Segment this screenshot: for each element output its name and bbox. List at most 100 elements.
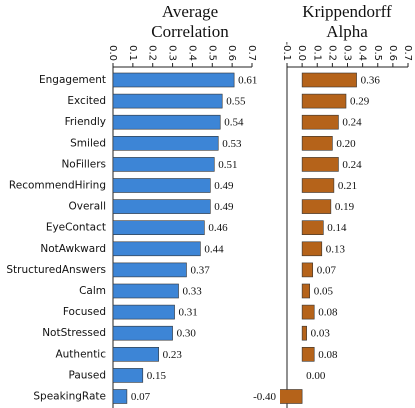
panel-title: Average Correlation xyxy=(151,2,229,41)
x-tick-label: 0.0 xyxy=(107,45,118,61)
bar xyxy=(112,199,211,214)
bar xyxy=(112,389,128,404)
value-label: 0.46 xyxy=(208,222,228,234)
bar xyxy=(301,72,357,88)
value-label: 0.49 xyxy=(214,201,234,213)
bar xyxy=(112,241,201,257)
value-label: 0.00 xyxy=(306,370,326,382)
value-label: 0.20 xyxy=(336,138,356,150)
value-label: 0.24 xyxy=(342,117,362,129)
value-label: 0.13 xyxy=(326,243,346,255)
bar xyxy=(112,72,235,88)
x-tick-label: 0.7 xyxy=(246,45,257,61)
x-tick-label: -0.1 xyxy=(281,41,292,61)
category-label: Excited xyxy=(67,95,106,107)
value-label: 0.15 xyxy=(147,370,167,382)
x-tick-label: 0.5 xyxy=(206,45,217,61)
category-label: EyeContact xyxy=(46,222,106,234)
value-label: 0.29 xyxy=(350,96,370,108)
category-label: NoFillers xyxy=(61,158,106,170)
category-label: RecommendHiring xyxy=(9,180,106,192)
x-tick-label: 0.2 xyxy=(326,45,337,61)
bar xyxy=(301,325,307,341)
bar xyxy=(280,389,303,404)
bars xyxy=(112,72,235,404)
bar xyxy=(112,93,223,109)
bar xyxy=(301,262,314,278)
category-label: StructuredAnswers xyxy=(6,264,106,276)
bar xyxy=(301,199,332,214)
category-label: SpeakingRate xyxy=(33,391,106,403)
panel-title: Krippendorff Alpha xyxy=(302,2,392,41)
bar xyxy=(301,136,333,151)
x-tick-label: 0.6 xyxy=(387,45,398,61)
bar xyxy=(112,157,215,172)
bar xyxy=(301,114,339,130)
x-tick-label: 0.0 xyxy=(296,45,307,61)
x-tick-label: 0.1 xyxy=(127,45,138,61)
category-label: NotStressed xyxy=(42,327,106,339)
bar xyxy=(301,346,315,362)
bar xyxy=(112,262,187,278)
bars xyxy=(280,72,357,404)
value-label: -0.40 xyxy=(253,391,276,403)
x-tick-label: 0.3 xyxy=(167,45,178,61)
x-tick-label: 0.4 xyxy=(357,45,368,61)
category-label: Focused xyxy=(63,306,106,318)
x-tick-label: 0.6 xyxy=(226,45,237,61)
bar xyxy=(112,136,219,151)
value-label: 0.14 xyxy=(327,222,347,234)
value-label: 0.37 xyxy=(190,264,210,276)
bar xyxy=(301,93,347,109)
x-tick-label: 0.2 xyxy=(147,45,158,61)
category-label: Authentic xyxy=(55,348,106,360)
bar xyxy=(301,304,315,320)
value-label: 0.54 xyxy=(224,117,244,129)
value-label: 0.07 xyxy=(317,264,337,276)
value-label: 0.51 xyxy=(218,159,237,171)
x-tick-label: 0.5 xyxy=(372,45,383,61)
category-label: NotAwkward xyxy=(40,243,106,255)
category-label: Paused xyxy=(68,369,106,381)
x-tick-label: 0.1 xyxy=(311,45,322,61)
category-label: Overall xyxy=(68,201,106,213)
x-tick-label: 0.4 xyxy=(186,45,197,61)
category-label: Smiled xyxy=(70,137,106,149)
bar xyxy=(112,368,144,383)
value-label: 0.61 xyxy=(238,75,257,87)
value-label: 0.36 xyxy=(361,75,381,87)
category-label: Friendly xyxy=(65,116,106,128)
x-tick-label: 0.7 xyxy=(402,45,413,61)
bar xyxy=(112,304,175,320)
value-label: 0.08 xyxy=(318,307,338,319)
value-label: 0.33 xyxy=(183,286,203,298)
bar xyxy=(112,325,173,341)
value-label: 0.44 xyxy=(204,243,224,255)
bar xyxy=(301,220,324,235)
value-label: 0.21 xyxy=(338,180,357,192)
value-label: 0.55 xyxy=(226,96,246,108)
value-label: 0.08 xyxy=(318,349,338,361)
bar xyxy=(301,241,323,257)
value-label: 0.30 xyxy=(177,328,197,340)
value-label: 0.31 xyxy=(179,307,198,319)
bar xyxy=(301,157,339,172)
value-label: 0.19 xyxy=(335,201,355,213)
bar xyxy=(301,178,335,193)
bar xyxy=(112,220,205,235)
category-label: Calm xyxy=(79,285,106,297)
value-label: 0.07 xyxy=(131,391,151,403)
bar xyxy=(112,178,211,193)
bar xyxy=(112,283,179,299)
value-label: 0.24 xyxy=(342,159,362,171)
category-label: Engagement xyxy=(39,74,106,86)
value-label: 0.53 xyxy=(222,138,242,150)
bar xyxy=(112,346,159,362)
x-tick-label: 0.3 xyxy=(342,45,353,61)
bar xyxy=(112,114,221,130)
value-label: 0.05 xyxy=(314,286,334,298)
value-label: 0.03 xyxy=(311,328,331,340)
value-label: 0.23 xyxy=(163,349,183,361)
